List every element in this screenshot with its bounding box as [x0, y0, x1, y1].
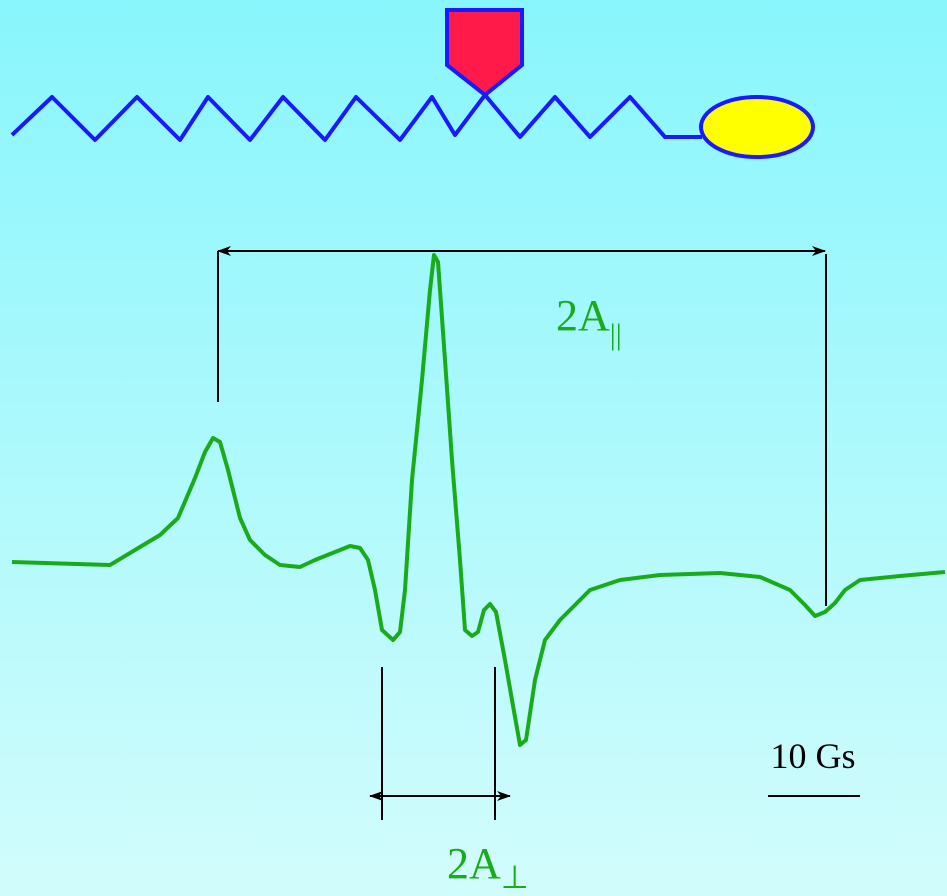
a-perp-sub: ⊥	[501, 859, 529, 895]
a-parallel-sub: ||	[610, 318, 622, 351]
a-perp-main: 2A	[447, 839, 501, 888]
a-perp-label: 2A⊥	[447, 839, 529, 895]
scale-label: 10 Gs	[770, 736, 855, 776]
epr-spectrum	[11, 253, 946, 747]
a-parallel-label: 2A||	[556, 291, 622, 351]
a-parallel-main: 2A	[556, 291, 610, 340]
alkyl-chain	[10, 93, 702, 142]
nitroxide-label	[445, 8, 524, 98]
head-group	[699, 95, 815, 159]
